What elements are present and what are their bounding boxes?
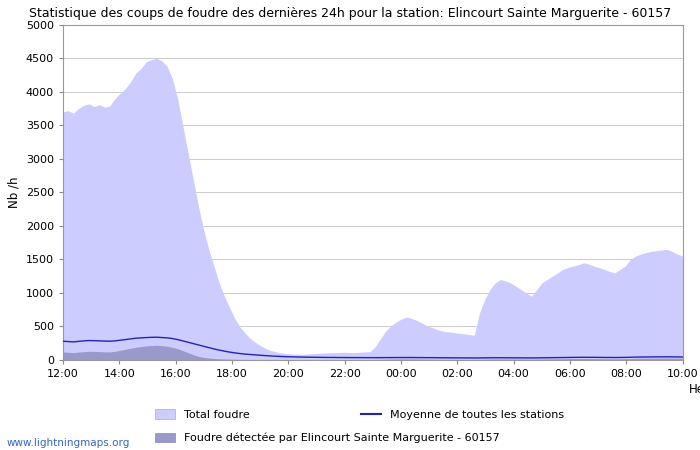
Y-axis label: Nb /h: Nb /h	[7, 176, 20, 208]
Text: Heure: Heure	[689, 383, 700, 396]
Text: www.lightningmaps.org: www.lightningmaps.org	[7, 438, 130, 448]
Text: Statistique des coups de foudre des dernières 24h pour la station: Elincourt Sai: Statistique des coups de foudre des dern…	[29, 7, 671, 20]
Legend: Foudre détectée par Elincourt Sainte Marguerite - 60157: Foudre détectée par Elincourt Sainte Mar…	[155, 433, 500, 443]
